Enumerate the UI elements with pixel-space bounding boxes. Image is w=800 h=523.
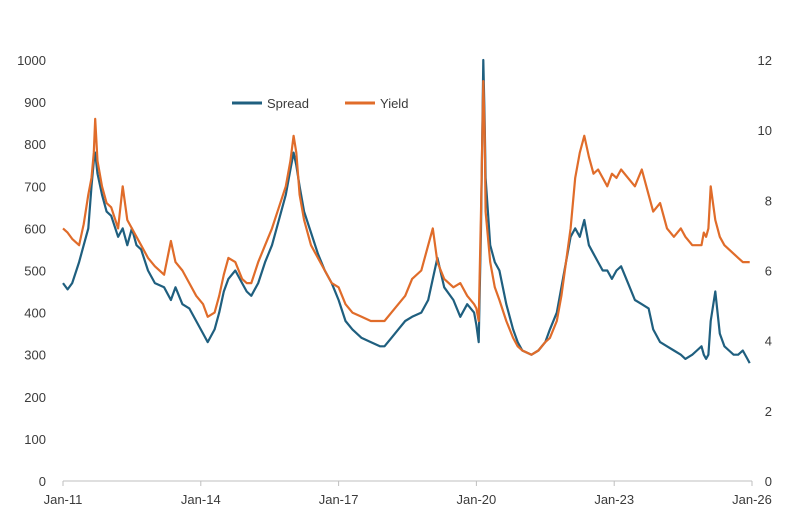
x-tick-label: Jan-17 xyxy=(319,492,359,507)
series-group xyxy=(62,58,751,364)
y-left-tick-label: 900 xyxy=(24,95,46,110)
y-right-tick-label: 0 xyxy=(765,474,772,489)
x-tick-label: Jan-26 xyxy=(732,492,772,507)
y-left-tick-label: 400 xyxy=(24,306,46,321)
y-left-tick-label: 600 xyxy=(24,221,46,236)
y-left-tick-label: 300 xyxy=(24,348,46,363)
legend: Spread Yield xyxy=(232,96,408,111)
x-tick-label: Jan-14 xyxy=(181,492,221,507)
y-left-tick-label: 100 xyxy=(24,432,46,447)
legend-yield-label: Yield xyxy=(380,96,408,111)
x-tick-label: Jan-20 xyxy=(457,492,497,507)
legend-spread-label: Spread xyxy=(267,96,309,111)
y-left-tick-label: 200 xyxy=(24,390,46,405)
x-tick-label: Jan-23 xyxy=(594,492,634,507)
x-axis-ticks: Jan-11 Jan-14 Jan-17 Jan-20 Jan-23 Jan-26 xyxy=(44,481,772,507)
series-line-yield xyxy=(62,79,750,356)
y-axis-left-ticks: 0 100 200 300 400 500 600 700 800 900 1000 xyxy=(17,53,46,489)
y-right-tick-label: 6 xyxy=(765,264,772,279)
y-left-tick-label: 500 xyxy=(24,264,46,279)
y-left-tick-label: 1000 xyxy=(17,53,46,68)
y-left-tick-label: 0 xyxy=(39,474,46,489)
y-axis-right-ticks: 0 2 4 6 8 10 12 xyxy=(758,53,772,489)
y-right-tick-label: 10 xyxy=(758,123,772,138)
y-right-tick-label: 8 xyxy=(765,193,772,208)
y-left-tick-label: 800 xyxy=(24,137,46,152)
y-right-tick-label: 4 xyxy=(765,334,772,349)
y-right-tick-label: 2 xyxy=(765,404,772,419)
x-tick-label: Jan-11 xyxy=(44,492,83,507)
y-right-tick-label: 12 xyxy=(758,53,772,68)
series-line-spread xyxy=(62,58,751,364)
y-left-tick-label: 700 xyxy=(24,179,46,194)
